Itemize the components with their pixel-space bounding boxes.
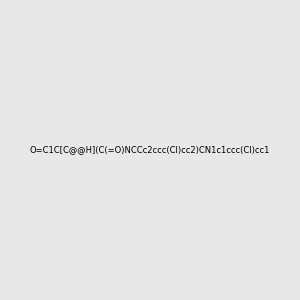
Text: O=C1C[C@@H](C(=O)NCCc2ccc(Cl)cc2)CN1c1ccc(Cl)cc1: O=C1C[C@@H](C(=O)NCCc2ccc(Cl)cc2)CN1c1cc… bbox=[30, 146, 270, 154]
